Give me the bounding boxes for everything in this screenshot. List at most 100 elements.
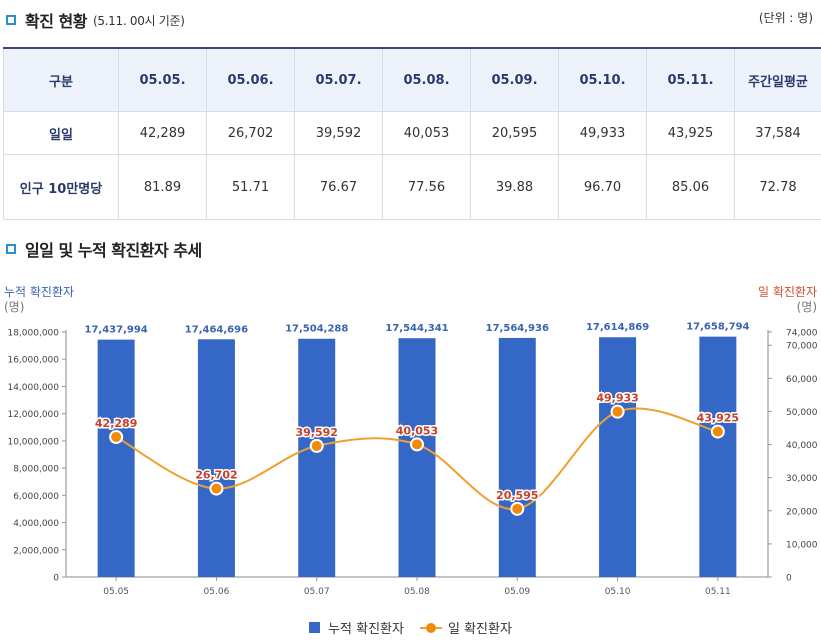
row-label: 일일 (3, 111, 119, 155)
header-cell: 05.07. (294, 47, 383, 112)
bar (599, 337, 637, 577)
right-tick-label: 10,000 (786, 540, 818, 550)
table-cell: 72.78 (734, 154, 821, 220)
header-cell: 05.09. (470, 47, 559, 112)
line-point (510, 501, 525, 516)
line-data-label: 39,592 (295, 426, 337, 439)
table-cell: 40,053 (382, 111, 471, 155)
x-tick-label: 05.10 (605, 587, 631, 597)
table-cell: 81.89 (118, 154, 207, 220)
x-tick-label: 05.07 (304, 587, 330, 597)
section-subtitle: (5.11. 00시 기준) (92, 13, 185, 28)
table-cell: 77.56 (382, 154, 471, 220)
line-data-label: 40,053 (396, 424, 438, 437)
right-tick-label: 70,000 (786, 342, 818, 352)
line-point (309, 438, 324, 453)
left-tick-label: 10,000,000 (7, 437, 59, 447)
x-tick-label: 05.09 (504, 587, 530, 597)
right-axis-title: 일 확진환자 (758, 285, 817, 299)
table-cell: 43,925 (646, 111, 735, 155)
right-axis-unit: (명) (797, 300, 817, 314)
x-tick-label: 05.05 (103, 587, 129, 597)
bar-data-label: 17,464,696 (185, 324, 248, 335)
right-tick-label: 74,000 (786, 329, 818, 339)
table-cell: 51.71 (206, 154, 295, 220)
x-tick-label: 05.08 (404, 587, 430, 597)
legend-label: 누적 확진환자 (328, 622, 404, 637)
table-cell: 39,592 (294, 111, 383, 155)
table-cell: 85.06 (646, 154, 735, 220)
left-tick-label: 2,000,000 (13, 546, 59, 556)
line-point (209, 481, 224, 496)
line-data-label: 49,933 (596, 392, 638, 405)
line-data-label: 26,702 (195, 469, 237, 482)
bar-data-label: 17,544,341 (385, 323, 448, 334)
legend-label: 일 확진환자 (447, 622, 512, 637)
header-cell: 주간일평균 (734, 47, 821, 112)
unit-label: (단위 : 명) (758, 11, 813, 25)
bar-swatch-icon (309, 622, 321, 633)
table-cell: 42,289 (118, 111, 207, 155)
section-header-trend: 일일 및 누적 확진환자 추세 (6, 237, 202, 261)
legend-item-daily[interactable]: 일 확진환자 (419, 618, 512, 637)
header-cell: 구분 (3, 47, 119, 112)
left-tick-label: 16,000,000 (7, 356, 59, 366)
section-header-status: 확진 현황 (5.11. 00시 기준) (6, 8, 185, 32)
left-tick-label: 0 (53, 574, 59, 584)
bar (699, 336, 737, 577)
line-point (710, 424, 725, 439)
table-row: 일일 42,289 26,702 39,592 40,053 20,595 49… (3, 111, 821, 155)
header-cell: 05.06. (206, 47, 295, 112)
bar-data-label: 17,437,994 (85, 325, 148, 336)
line-point (610, 404, 625, 419)
right-tick-label: 60,000 (786, 375, 818, 385)
bar (97, 339, 135, 577)
bar (498, 337, 536, 577)
left-tick-label: 6,000,000 (13, 492, 59, 502)
table-cell: 96.70 (558, 154, 647, 220)
table-cell: 39.88 (470, 154, 559, 220)
section-title: 확진 현황 (25, 12, 87, 31)
right-tick-label: 50,000 (786, 408, 818, 418)
bar-data-label: 17,504,288 (285, 324, 348, 335)
left-tick-label: 12,000,000 (7, 410, 59, 420)
table-header-row: 구분 05.05. 05.06. 05.07. 05.08. 05.09. 05… (3, 47, 821, 112)
section-title: 일일 및 누적 확진환자 추세 (25, 241, 202, 260)
square-bullet-icon (6, 244, 16, 254)
x-tick-label: 05.11 (705, 587, 731, 597)
line-data-label: 42,289 (95, 417, 137, 430)
line-point (109, 429, 124, 444)
left-tick-label: 14,000,000 (7, 383, 59, 393)
left-tick-label: 8,000,000 (13, 465, 59, 475)
table-cell: 20,595 (470, 111, 559, 155)
square-bullet-icon (6, 15, 16, 25)
table-cell: 49,933 (558, 111, 647, 155)
bar (298, 338, 336, 577)
table-row: 인구 10만명당 81.89 51.71 76.67 77.56 39.88 9… (3, 154, 821, 220)
header-cell: 05.10. (558, 47, 647, 112)
header-cell: 05.05. (118, 47, 207, 112)
left-axis-unit: (명) (4, 300, 24, 314)
line-data-label: 43,925 (697, 412, 739, 425)
bar-data-label: 17,614,869 (586, 322, 649, 333)
table-cell: 26,702 (206, 111, 295, 155)
legend-item-cumulative[interactable]: 누적 확진환자 (309, 618, 404, 637)
header-cell: 05.11. (646, 47, 735, 112)
line-marker-icon (419, 622, 442, 634)
table-cell: 76.67 (294, 154, 383, 220)
header-cell: 05.08. (382, 47, 471, 112)
bar (197, 339, 235, 577)
bar (398, 338, 436, 577)
row-label: 인구 10만명당 (3, 154, 119, 220)
trend-chart: 누적 확진환자(명)일 확진환자(명)02,000,0004,000,0006,… (4, 285, 818, 597)
left-tick-label: 4,000,000 (13, 519, 59, 529)
right-tick-label: 40,000 (786, 441, 818, 451)
right-tick-label: 30,000 (786, 474, 818, 484)
x-tick-label: 05.06 (204, 587, 230, 597)
line-point (410, 437, 424, 452)
right-tick-label: 0 (786, 574, 792, 584)
line-data-label: 20,595 (496, 489, 538, 502)
table-cell: 37,584 (734, 111, 821, 155)
left-tick-label: 18,000,000 (7, 329, 59, 339)
right-tick-label: 20,000 (786, 507, 818, 517)
